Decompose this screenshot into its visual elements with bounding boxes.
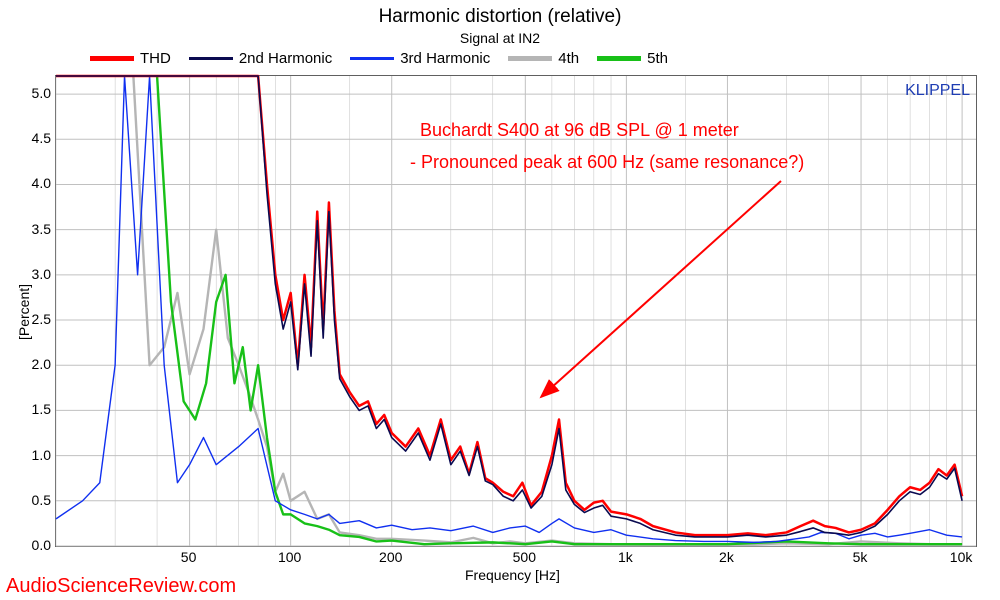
legend-item: 5th — [597, 50, 668, 67]
legend-swatch — [508, 56, 552, 61]
legend-swatch — [189, 57, 233, 60]
plot-area — [55, 75, 977, 547]
legend-item: 2nd Harmonic — [189, 50, 332, 67]
y-tick-label: 4.5 — [21, 130, 51, 146]
y-tick-label: 2.5 — [21, 311, 51, 327]
x-tick-label: 500 — [513, 549, 536, 565]
annotation-line-1: Buchardt S400 at 96 dB SPL @ 1 meter — [420, 120, 739, 141]
y-tick-label: 2.0 — [21, 356, 51, 372]
y-tick-label: 1.0 — [21, 447, 51, 463]
y-tick-label: 3.5 — [21, 221, 51, 237]
x-tick-label: 100 — [278, 549, 301, 565]
legend-label: 5th — [647, 50, 668, 67]
legend-label: 3rd Harmonic — [400, 50, 490, 67]
legend-swatch — [90, 56, 134, 61]
y-tick-label: 1.5 — [21, 401, 51, 417]
y-tick-label: 5.0 — [21, 85, 51, 101]
x-tick-label: 2k — [719, 549, 734, 565]
x-tick-label: 200 — [379, 549, 402, 565]
legend-label: THD — [140, 50, 171, 67]
x-tick-label: 1k — [618, 549, 633, 565]
footer-credit: AudioScienceReview.com — [6, 575, 236, 598]
legend-swatch — [597, 56, 641, 61]
y-tick-label: 4.0 — [21, 175, 51, 191]
chart-container: Harmonic distortion (relative) Signal at… — [0, 0, 1000, 600]
legend-item: 3rd Harmonic — [350, 50, 490, 67]
legend-item: 4th — [508, 50, 579, 67]
x-tick-label: 50 — [181, 549, 197, 565]
legend: THD 2nd Harmonic 3rd Harmonic 4th 5th — [90, 50, 668, 67]
x-axis-label: Frequency [Hz] — [465, 567, 560, 583]
annotation-svg — [56, 76, 976, 546]
y-tick-label: 0.5 — [21, 492, 51, 508]
legend-swatch — [350, 57, 394, 60]
y-tick-label: 3.0 — [21, 266, 51, 282]
annotation-line-2: - Pronounced peak at 600 Hz (same resona… — [410, 152, 804, 173]
legend-item: THD — [90, 50, 171, 67]
legend-label: 4th — [558, 50, 579, 67]
x-tick-label: 5k — [853, 549, 868, 565]
annotation-arrow — [541, 181, 781, 397]
x-tick-label: 10k — [950, 549, 973, 565]
chart-subtitle: Signal at IN2 — [0, 30, 1000, 46]
brand-watermark: KLIPPEL — [905, 82, 970, 100]
y-tick-label: 0.0 — [21, 537, 51, 553]
legend-label: 2nd Harmonic — [239, 50, 332, 67]
chart-title: Harmonic distortion (relative) — [0, 6, 1000, 28]
